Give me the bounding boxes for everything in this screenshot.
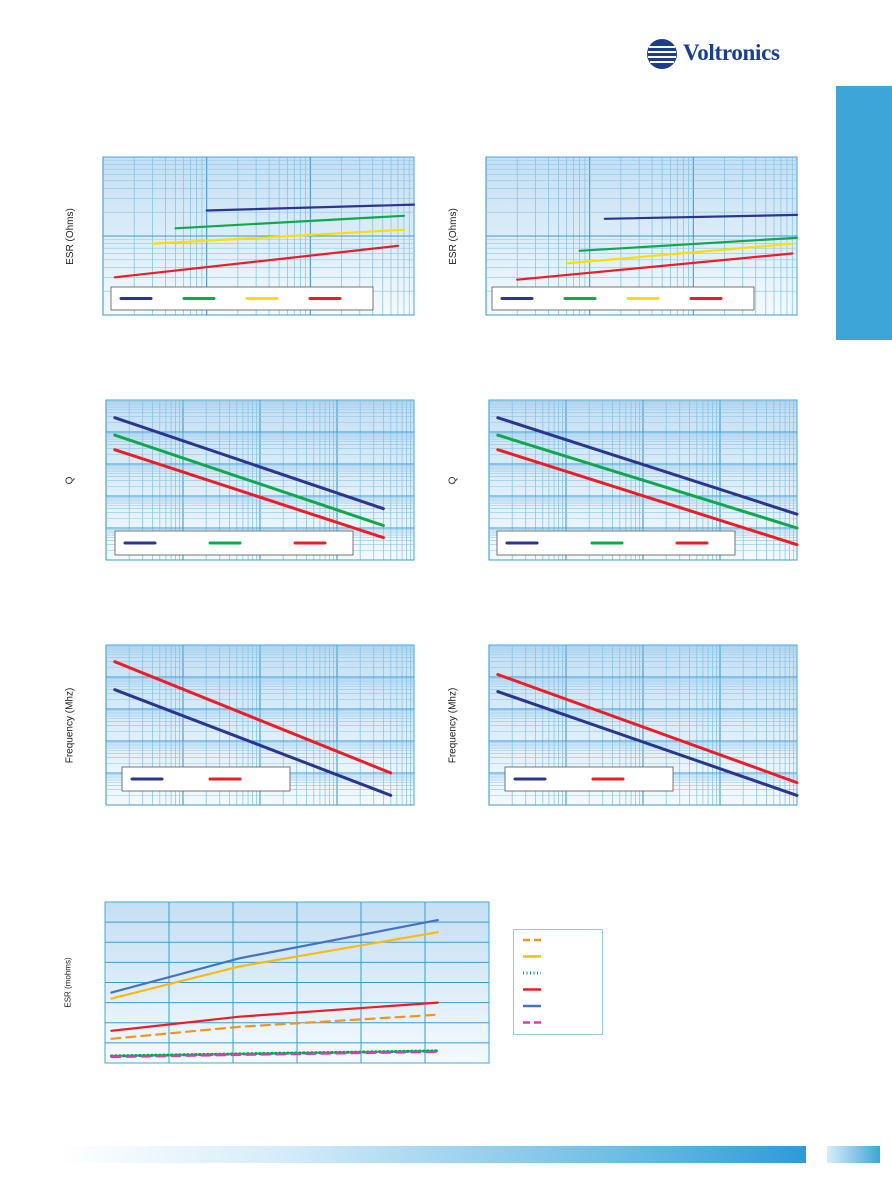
chart-plot (102, 156, 416, 316)
legend (121, 766, 291, 792)
legend (110, 286, 374, 311)
legend (513, 929, 603, 1035)
series-line-3 (496, 448, 799, 547)
footer-page-tab (827, 1146, 880, 1163)
chart-4 (488, 399, 799, 561)
series-line-1 (205, 203, 416, 212)
y-axis-label: Frequency (Mhz) (64, 687, 76, 763)
y-axis-label: ESR (mohms) (63, 957, 73, 1008)
chart-plot (485, 156, 799, 316)
chart-3 (105, 399, 415, 561)
chart-plot (105, 399, 415, 561)
series-line-2 (174, 214, 406, 230)
brand-name: Voltronics (683, 40, 780, 65)
series-line-1 (113, 688, 393, 797)
series-line-4 (110, 1001, 439, 1032)
y-axis-label: Q (64, 476, 76, 484)
series-line-5 (110, 919, 439, 994)
series-line-6 (110, 1050, 439, 1059)
chart-2 (485, 156, 799, 316)
series-line-4 (516, 252, 794, 281)
globe-logo-icon (647, 39, 677, 69)
section-side-tab (836, 86, 892, 340)
y-axis-label: ESR (Ohms) (447, 207, 459, 265)
chart-5 (105, 644, 415, 806)
series-line-2 (578, 236, 799, 252)
series-line-2 (113, 660, 393, 775)
chart-6 (488, 644, 799, 806)
series-line-4 (113, 244, 399, 279)
legend (496, 530, 736, 556)
y-axis-label: Q (447, 476, 459, 484)
chart-plot (104, 901, 490, 1064)
series-line-3 (565, 242, 794, 265)
footer-bar (60, 1146, 806, 1163)
chart-plot (488, 399, 799, 561)
legend-box (110, 286, 374, 311)
series-line-1 (110, 1013, 439, 1040)
chart-plot (488, 644, 799, 806)
series-line-3 (113, 448, 385, 540)
y-axis-label: ESR (Ohms) (64, 207, 76, 265)
series-line-1 (603, 213, 799, 220)
legend-box (513, 929, 603, 1035)
y-axis-label: Frequency (Mhz) (447, 687, 459, 763)
legend-box (491, 286, 755, 311)
series-line-1 (113, 416, 385, 511)
chart-7 (104, 901, 490, 1064)
chart-plot (105, 644, 415, 806)
series-line-2 (113, 433, 385, 527)
series-line-1 (496, 416, 799, 516)
legend (504, 766, 674, 792)
voltronics-logo: Voltronics (645, 36, 810, 72)
chart-7-legend (513, 929, 603, 1035)
series-line-2 (110, 931, 439, 1000)
legend (114, 530, 354, 556)
series-line-2 (496, 433, 799, 530)
series-line-2 (496, 673, 799, 785)
chart-1 (102, 156, 416, 316)
series-line-1 (496, 690, 799, 797)
legend (491, 286, 755, 311)
series-line-3 (151, 228, 406, 245)
